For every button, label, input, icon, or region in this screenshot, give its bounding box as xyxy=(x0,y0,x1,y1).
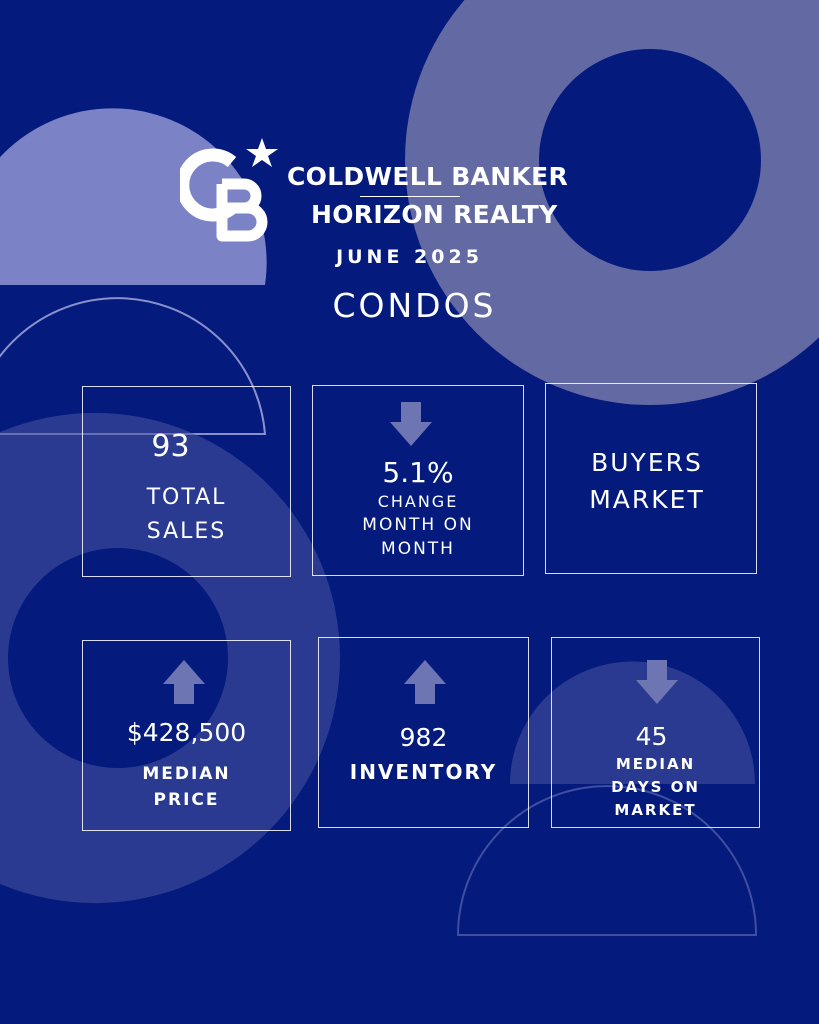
change-label-line3: MONTH xyxy=(381,539,455,559)
days-on-market-value: 45 xyxy=(635,722,668,751)
ring-shape-left xyxy=(0,413,340,903)
change-label-line2: MONTH ON xyxy=(362,515,474,535)
arrow-up-icon xyxy=(163,660,205,704)
median-price-label-line2: PRICE xyxy=(153,790,220,810)
change-card: 5.1% CHANGE MONTH ON MONTH xyxy=(312,385,524,576)
inventory-label: INVENTORY xyxy=(349,760,498,784)
change-value: 5.1% xyxy=(382,456,454,489)
inventory-value: 982 xyxy=(399,723,448,752)
total-sales-label-line1: TOTAL xyxy=(146,485,227,510)
days-on-market-label-line2: DAYS ON xyxy=(611,778,700,796)
market-type-card: BUYERS MARKET xyxy=(545,383,757,574)
median-price-value: $428,500 xyxy=(126,718,247,747)
ring-shape-top-right xyxy=(405,0,819,405)
cb-logo xyxy=(180,138,278,242)
days-on-market-label-line3: MARKET xyxy=(614,801,697,819)
change-label-line1: CHANGE xyxy=(377,492,459,511)
outline-semicircle-left xyxy=(0,297,267,435)
brand-name-line2: HORIZON REALTY xyxy=(311,200,558,229)
total-sales-value: 93 xyxy=(151,429,190,464)
report-category: CONDOS xyxy=(332,286,497,325)
arrow-up-icon xyxy=(404,660,446,704)
brand-divider xyxy=(360,196,460,197)
total-sales-card: 93 TOTAL SALES xyxy=(82,386,291,577)
median-price-label-line1: MEDIAN xyxy=(142,764,231,784)
report-period: JUNE 2025 xyxy=(336,246,483,268)
arrow-down-icon xyxy=(390,402,432,446)
days-on-market-label-line1: MEDIAN xyxy=(615,755,696,773)
total-sales-label-line2: SALES xyxy=(146,519,227,544)
market-type-line1: BUYERS xyxy=(591,448,703,477)
inventory-card: 982 INVENTORY xyxy=(318,637,529,828)
brand-name-line1: COLDWELL BANKER xyxy=(287,162,569,191)
market-type-line2: MARKET xyxy=(589,485,705,514)
half-disc-shape-right xyxy=(510,661,755,784)
arrow-down-icon xyxy=(636,660,678,704)
median-price-card: $428,500 MEDIAN PRICE xyxy=(82,640,291,831)
days-on-market-card: 45 MEDIAN DAYS ON MARKET xyxy=(551,637,760,828)
outline-semicircle-right xyxy=(456,785,758,936)
